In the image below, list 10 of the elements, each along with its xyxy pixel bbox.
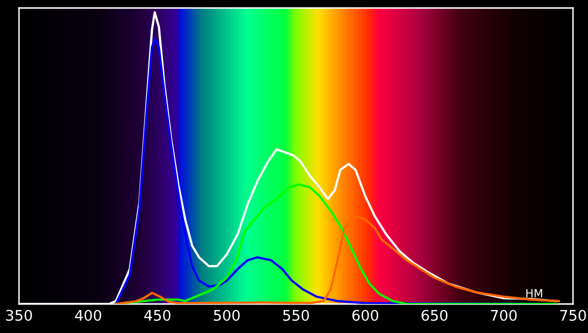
x-tick-label: 450 <box>144 310 170 321</box>
x-tick-label: 550 <box>283 310 309 321</box>
x-tick-label: 400 <box>75 310 102 321</box>
x-tick-label: 650 <box>422 310 448 321</box>
x-tick-label: 350 <box>6 310 32 321</box>
x-tick-label: 750 <box>560 310 586 321</box>
x-axis-title: НМ <box>526 289 542 298</box>
x-tick-label: 500 <box>214 310 240 321</box>
x-tick-label: 600 <box>352 310 378 321</box>
x-tick-label: 700 <box>491 310 517 321</box>
